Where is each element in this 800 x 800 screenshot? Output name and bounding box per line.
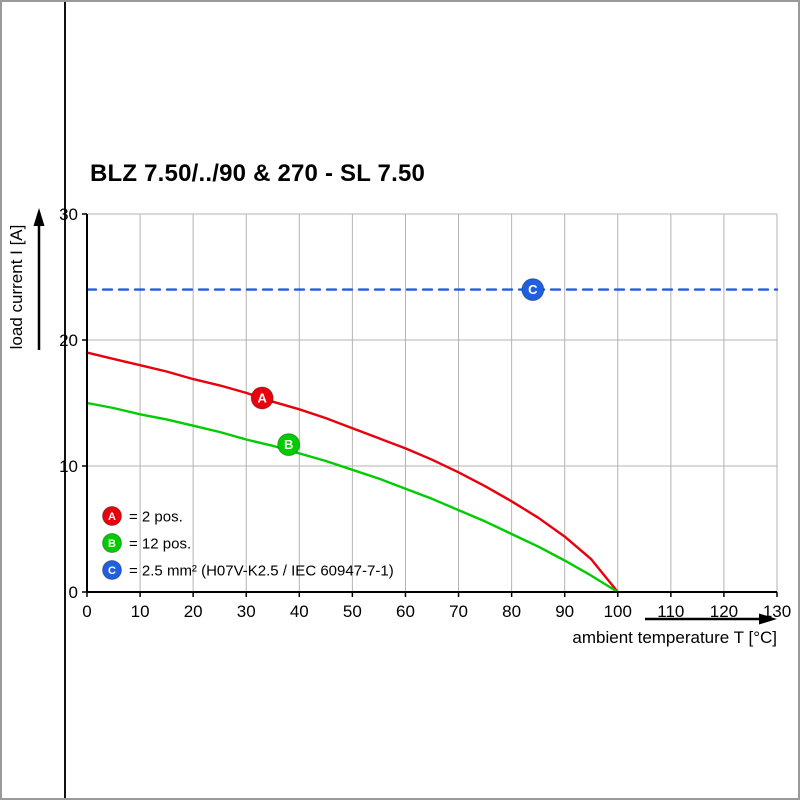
marker-A bbox=[250, 386, 274, 410]
x-tick-label: 10 bbox=[131, 602, 150, 621]
y-tick-label: 0 bbox=[69, 583, 78, 602]
y-tick-label: 10 bbox=[59, 457, 78, 476]
marker-letter-C: C bbox=[528, 282, 538, 297]
x-tick-label: 130 bbox=[763, 602, 791, 621]
legend-swatch-A bbox=[102, 506, 122, 526]
x-tick-label: 60 bbox=[396, 602, 415, 621]
marker-letter-A: A bbox=[257, 390, 267, 405]
x-tick-label: 110 bbox=[657, 602, 684, 621]
legend-label-C: = 2.5 mm² (H07V-K2.5 / IEC 60947-7-1) bbox=[129, 563, 394, 580]
x-tick-label: 40 bbox=[290, 602, 309, 621]
y-tick-label: 20 bbox=[59, 331, 78, 350]
x-tick-label: 0 bbox=[82, 602, 91, 621]
x-tick-label: 30 bbox=[237, 602, 256, 621]
legend-swatch-C bbox=[102, 560, 122, 580]
marker-letter-B: B bbox=[284, 437, 293, 452]
x-axis-label: ambient temperature T [°C] bbox=[572, 628, 777, 647]
x-tick-label: 120 bbox=[710, 602, 738, 621]
x-tick-label: 100 bbox=[604, 602, 632, 621]
x-tick-label: 50 bbox=[343, 602, 362, 621]
x-tick-label: 90 bbox=[555, 602, 574, 621]
x-axis-arrow-head bbox=[759, 613, 777, 625]
y-tick-label: 30 bbox=[59, 205, 78, 224]
legend-letter-A: A bbox=[108, 511, 116, 523]
legend-letter-B: B bbox=[108, 538, 116, 550]
x-tick-label: 80 bbox=[502, 602, 521, 621]
marker-B bbox=[277, 433, 301, 457]
chart-title: BLZ 7.50/../90 & 270 - SL 7.50 bbox=[90, 160, 426, 187]
legend-label-B: = 12 pos. bbox=[129, 536, 191, 553]
legend-swatch-B bbox=[102, 533, 122, 553]
y-axis-arrow-head bbox=[33, 208, 45, 226]
left-divider bbox=[64, 2, 66, 798]
curve-B bbox=[85, 401, 619, 594]
y-axis-label: load current I [A] bbox=[7, 225, 26, 350]
x-tick-label: 20 bbox=[184, 602, 203, 621]
curve-A bbox=[85, 351, 619, 594]
legend-letter-C: C bbox=[108, 565, 116, 577]
x-tick-label: 70 bbox=[449, 602, 468, 621]
legend-label-A: = 2 pos. bbox=[129, 509, 183, 526]
marker-C bbox=[521, 278, 545, 302]
